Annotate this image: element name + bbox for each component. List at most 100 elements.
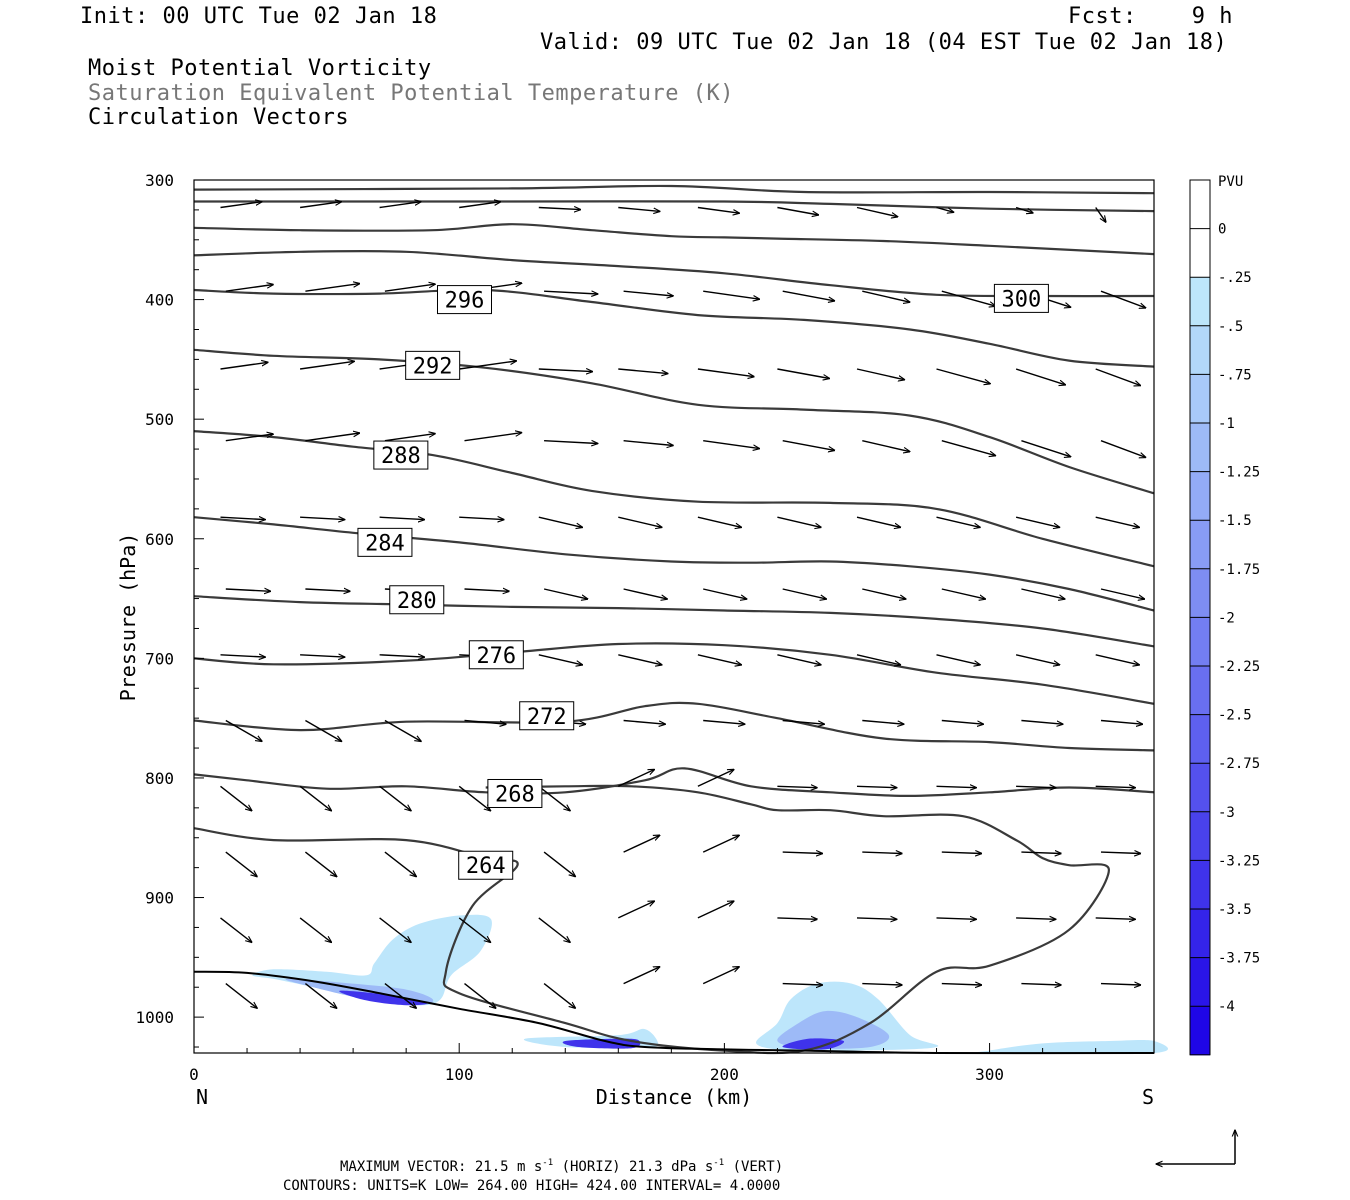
vector-30: [697, 368, 754, 377]
colorbar-label-13: -3.25: [1218, 853, 1260, 869]
vector-106: [1016, 786, 1056, 787]
contour-label-280: 280: [397, 589, 437, 614]
vector-91: [782, 719, 825, 725]
vector-63: [464, 589, 510, 591]
vector-61: [305, 589, 350, 591]
pv-region-2: [339, 990, 428, 1006]
vector-134: [384, 983, 417, 1009]
vector-24: [220, 362, 269, 370]
x-tick-label-0: 0: [189, 1065, 199, 1084]
vector-92: [862, 719, 904, 725]
vector-25: [300, 361, 354, 370]
vector-53: [618, 516, 662, 527]
vector-33: [936, 368, 991, 384]
vector-132: [225, 983, 257, 1009]
vector-35: [1095, 368, 1141, 386]
contour-label-296: 296: [445, 289, 485, 314]
vector-100: [538, 785, 571, 811]
colorbar-label-9: -2.25: [1218, 659, 1260, 675]
contour-label-box-264: [458, 850, 514, 880]
colorbar-label-3: -.75: [1218, 367, 1252, 383]
vector-32: [856, 368, 905, 380]
vector-39: [464, 433, 522, 442]
contour-label-box-280: [389, 585, 445, 615]
vector-66: [703, 588, 747, 599]
vector-105: [936, 786, 977, 787]
vector-31: [777, 368, 829, 379]
y-tick-label-1000: 1000: [135, 1008, 174, 1027]
y-tick-label-600: 600: [145, 530, 174, 549]
colorbar-cell-5: [1190, 423, 1210, 473]
vector-114: [702, 835, 739, 853]
vector-72: [220, 655, 266, 657]
vector-14: [384, 284, 436, 292]
vector-42: [703, 440, 759, 449]
vector-18: [703, 290, 759, 299]
vector-96: [220, 785, 253, 811]
vector-83: [1095, 654, 1140, 665]
circulation-vectors: [220, 202, 1146, 1009]
exp-1: -1: [542, 1158, 553, 1168]
vector-126: [697, 901, 734, 919]
vector-136: [543, 983, 576, 1009]
vector-74: [379, 655, 425, 657]
vector-79: [777, 654, 821, 665]
colorbar-label-10: -2.5: [1218, 708, 1252, 724]
vector-60: [225, 589, 271, 591]
colorbar-label-2: -.5: [1218, 319, 1243, 335]
vector-131: [1095, 918, 1136, 919]
max-vector-text: MAXIMUM VECTOR: 21.5 m s-1 (HORIZ) 21.3 …: [340, 1158, 783, 1175]
vector-113: [623, 835, 660, 853]
exp-2: -1: [713, 1158, 724, 1168]
contour-label-300: 300: [1002, 287, 1042, 312]
vector-135: [464, 983, 497, 1009]
vector-9: [936, 206, 954, 213]
colorbar-label-16: -4: [1218, 999, 1235, 1015]
x-axis-title: Distance (km): [596, 1085, 753, 1109]
vector-7: [777, 206, 818, 216]
vector-129: [936, 918, 977, 919]
vector-65: [623, 588, 668, 599]
contour-268: [193, 767, 1155, 797]
colorbar-cell-3: [1190, 325, 1210, 375]
vector-108: [225, 851, 257, 877]
vector-1: [300, 202, 342, 209]
colorbar-cell-7: [1190, 520, 1210, 570]
contour-308: [194, 200, 1155, 213]
vector-90: [703, 719, 745, 725]
vector-102: [697, 769, 734, 787]
plot-frame: [193, 179, 1155, 1054]
vector-36: [225, 434, 274, 442]
vector-81: [936, 654, 981, 665]
x-tick-label-100: 100: [445, 1065, 474, 1084]
vector-123: [458, 917, 491, 943]
field-title-vectors: Circulation Vectors: [88, 105, 350, 130]
vector-4: [538, 208, 581, 210]
vector-76: [538, 654, 583, 665]
vector-138: [702, 967, 739, 985]
vector-27: [459, 361, 516, 370]
init-time: Init: 00 UTC Tue 02 Jan 18: [80, 4, 438, 29]
colorbar-cell-9: [1190, 617, 1210, 667]
contour-label-292: 292: [413, 354, 453, 379]
vector-124: [538, 917, 571, 943]
vector-70: [1021, 588, 1065, 599]
y-tick-label-800: 800: [145, 769, 174, 788]
vector-34: [1015, 368, 1066, 385]
colorbar-cell-14: [1190, 860, 1210, 910]
colorbar-label-4: -1: [1218, 416, 1235, 432]
vector-49: [300, 517, 345, 519]
y-tick-label-900: 900: [145, 889, 174, 908]
y-tick-label-700: 700: [145, 649, 174, 668]
colorbar-cell-17: [1190, 1006, 1210, 1056]
vector-12: [225, 285, 274, 292]
vector-116: [862, 852, 902, 853]
vector-71: [1100, 588, 1145, 599]
vector-94: [1021, 719, 1063, 725]
contour-label-284: 284: [365, 531, 405, 556]
vector-122: [379, 917, 412, 943]
y-tick-label-500: 500: [145, 410, 174, 429]
vector-86: [384, 719, 421, 742]
contour-label-box-296: [436, 285, 492, 315]
